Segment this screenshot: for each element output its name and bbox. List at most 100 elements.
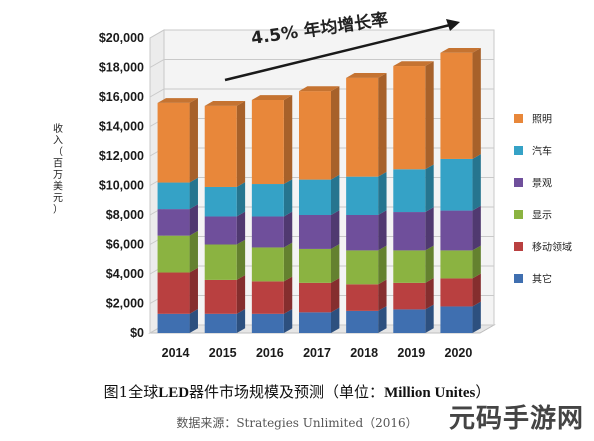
y-axis-title-char: 万 <box>53 170 63 181</box>
bar-segment <box>299 244 340 283</box>
bar-side <box>472 154 481 211</box>
bar-front <box>204 313 237 333</box>
x-tick-label: 2017 <box>303 346 331 360</box>
bar-front <box>440 278 473 307</box>
bar-side <box>189 230 198 273</box>
y-tick-label: $16,000 <box>99 90 144 104</box>
bar-front <box>346 215 379 251</box>
bar-front <box>157 182 190 210</box>
bar-segment <box>299 174 340 215</box>
bar-side <box>425 304 434 333</box>
figure-caption: 图1全球LED器件市场规模及预测（单位：Million Unites） <box>0 381 594 402</box>
y-tick-label: $20,000 <box>99 31 144 45</box>
bar-side <box>472 273 481 307</box>
y-axis-title-char: 入 <box>53 136 63 147</box>
axes: $0 $2,000 $4,000 $6,000 $8,000 $10,000 $12,000… <box>99 31 473 360</box>
growth-arrow-head <box>446 19 460 31</box>
bar-side <box>189 204 198 236</box>
bar-segment <box>346 279 387 311</box>
y-axis-title-char: 美 <box>53 180 63 193</box>
bar-stack-2016 <box>251 95 293 333</box>
bar-front <box>299 215 331 249</box>
bar-side <box>236 275 246 314</box>
y-tick-label: $2,000 <box>106 297 144 311</box>
bar-top <box>251 95 293 100</box>
bar-segment <box>299 307 340 333</box>
bar-segment <box>440 273 481 307</box>
bar-segment <box>157 230 198 273</box>
bar-segment <box>204 211 246 245</box>
y-tick-label: $6,000 <box>106 238 144 252</box>
bar-side <box>189 267 198 314</box>
bar-side <box>378 210 387 251</box>
bar-side <box>283 276 293 314</box>
bar-segment <box>251 179 293 217</box>
bar-segment <box>299 210 340 249</box>
bar-side <box>425 164 434 213</box>
bar-front <box>204 279 237 314</box>
bar-side <box>331 278 340 313</box>
bar-side <box>236 211 246 245</box>
legend-swatch <box>514 242 523 251</box>
bar-side <box>189 309 198 333</box>
y-tick-label: $8,000 <box>106 208 144 222</box>
bar-segment <box>346 210 387 251</box>
bar-stack-2018 <box>346 73 387 333</box>
bar-side <box>378 73 387 177</box>
caption-suffix: ） <box>475 383 491 401</box>
growth-arrow <box>224 23 451 82</box>
bar-segment <box>204 239 246 280</box>
legend-label: 显示 <box>532 210 552 222</box>
legend-label: 其它 <box>532 273 552 286</box>
bar-segment <box>346 245 387 285</box>
bar-front <box>157 313 190 333</box>
data-source: 数据来源：Strategies Unlimited（2016） <box>176 416 418 430</box>
y-axis-title-char: 收 <box>53 122 63 135</box>
bar-side <box>236 182 246 217</box>
bar-segment <box>393 304 434 333</box>
legend-label: 移动领域 <box>532 241 572 254</box>
bar-front <box>299 312 331 333</box>
bar-front <box>157 209 190 236</box>
bar-segment <box>157 309 198 333</box>
bar-top <box>440 47 481 53</box>
bar-side <box>283 242 293 282</box>
bar-side <box>236 101 246 187</box>
bar-front <box>393 66 426 170</box>
bar-front <box>346 77 379 177</box>
y-tick-label: $4,000 <box>106 267 144 281</box>
legend-swatch <box>514 146 523 155</box>
bar-top <box>346 73 387 78</box>
bar-side <box>425 245 434 283</box>
bar-segment <box>204 101 246 187</box>
bar-front <box>393 309 426 333</box>
bar-segment <box>204 182 246 217</box>
bar-front <box>346 176 379 215</box>
bar-front <box>299 248 331 283</box>
bar-front <box>251 313 284 333</box>
bar-front <box>251 184 284 217</box>
bar-stack-2014 <box>157 98 198 333</box>
y-tick-label: $12,000 <box>99 149 144 163</box>
bar-top <box>393 61 434 67</box>
legend-swatch <box>514 274 523 283</box>
bar-front <box>393 250 426 283</box>
bar-side <box>378 171 387 215</box>
bar-front <box>251 216 284 248</box>
bar-front <box>251 99 284 185</box>
bar-side <box>378 245 387 285</box>
bar-front <box>157 272 190 314</box>
bar-side <box>331 174 340 215</box>
bar-side <box>378 306 387 333</box>
bar-front <box>346 310 379 333</box>
bar-side <box>283 309 293 333</box>
bar-front <box>299 282 331 313</box>
bar-front <box>204 105 237 187</box>
bar-segment <box>157 177 198 210</box>
bar-top <box>204 101 246 106</box>
watermark-logo: 元码手游网 <box>448 404 584 434</box>
bar-front <box>204 244 237 280</box>
bar-top <box>157 98 198 103</box>
bar-segment <box>393 245 434 283</box>
